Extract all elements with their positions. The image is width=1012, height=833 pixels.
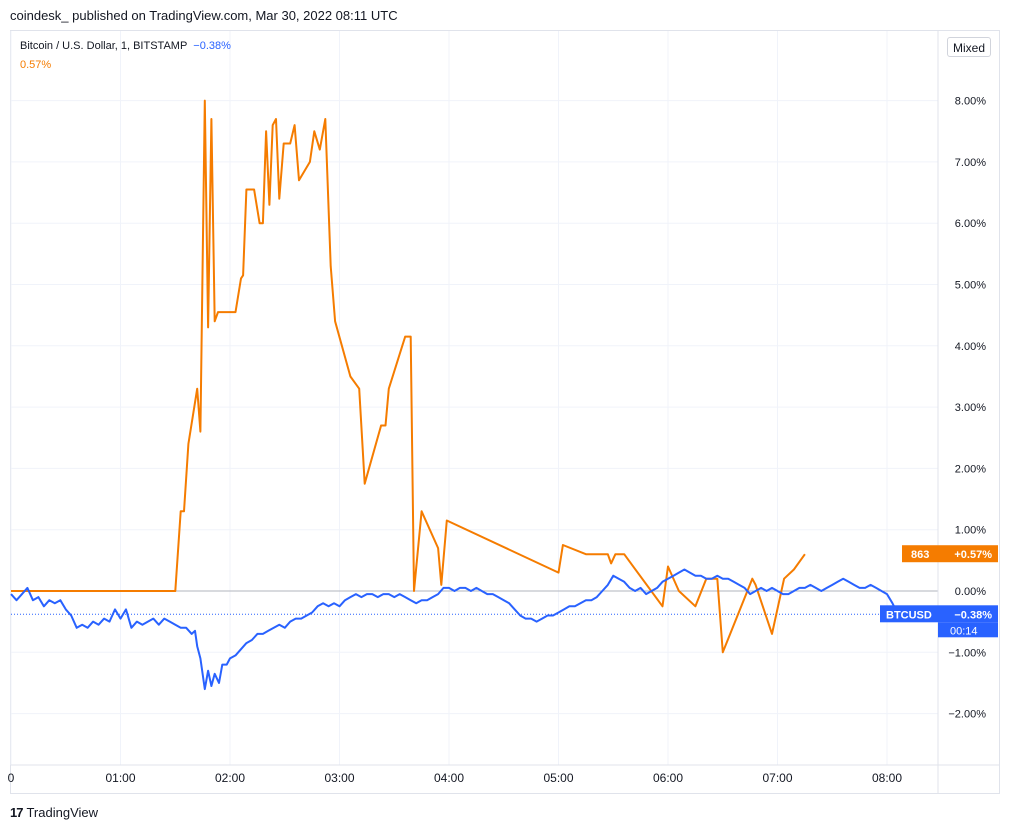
badge-863-name: 863 bbox=[911, 549, 929, 561]
x-tick-label: 02:00 bbox=[215, 771, 245, 785]
x-tick-label: 05:00 bbox=[543, 771, 573, 785]
scale-mode-button[interactable]: Mixed bbox=[947, 37, 991, 57]
badge-btcusd-countdown-bg bbox=[938, 622, 998, 638]
y-tick-label: 7.00% bbox=[955, 157, 986, 169]
tradingview-brand: TradingView bbox=[26, 805, 99, 820]
x-tick-label: 04:00 bbox=[434, 771, 464, 785]
tradingview-logo[interactable]: 17 TradingView bbox=[10, 805, 98, 820]
legend-series2-change: 0.57% bbox=[20, 59, 52, 71]
y-tick-label: −1.00% bbox=[948, 647, 986, 659]
series-line-863[interactable] bbox=[11, 99, 806, 654]
x-tick-label: 01:00 bbox=[105, 771, 135, 785]
badge-btcusd-value: −0.38% bbox=[954, 609, 992, 621]
x-tick-label: 03:00 bbox=[324, 771, 354, 785]
y-tick-label: 0.00% bbox=[955, 586, 986, 598]
series-line-btcusd[interactable] bbox=[10, 568, 899, 691]
x-tick-label: 0 bbox=[8, 771, 15, 785]
x-tick-label: 07:00 bbox=[762, 771, 792, 785]
badge-863 bbox=[902, 545, 998, 563]
legend-symbol[interactable]: Bitcoin / U.S. Dollar, 1, BITSTAMP bbox=[20, 40, 188, 52]
tradingview-mark-icon: 17 bbox=[10, 805, 24, 820]
legend-symbol-change: −0.38% bbox=[193, 40, 231, 52]
y-tick-label: 2.00% bbox=[955, 463, 986, 475]
y-tick-label: 6.00% bbox=[955, 218, 986, 230]
y-tick-label: 3.00% bbox=[955, 402, 986, 414]
chart-legend: Bitcoin / U.S. Dollar, 1, BITSTAMP −0.38% bbox=[20, 40, 231, 52]
y-tick-label: 5.00% bbox=[955, 280, 986, 292]
badge-btcusd-countdown: 00:14 bbox=[950, 625, 978, 637]
publish-line: coindesk_ published on TradingView.com, … bbox=[10, 8, 398, 23]
y-tick-label: 1.00% bbox=[955, 525, 986, 537]
y-tick-label: 8.00% bbox=[955, 96, 986, 108]
y-tick-label: 4.00% bbox=[955, 341, 986, 353]
badge-btcusd-name: BTCUSD bbox=[886, 609, 932, 621]
x-tick-label: 06:00 bbox=[653, 771, 683, 785]
y-tick-label: −2.00% bbox=[948, 709, 986, 721]
x-tick-label: 08:00 bbox=[872, 771, 902, 785]
badge-863-value: +0.57% bbox=[954, 549, 992, 561]
badge-btcusd bbox=[880, 605, 998, 623]
